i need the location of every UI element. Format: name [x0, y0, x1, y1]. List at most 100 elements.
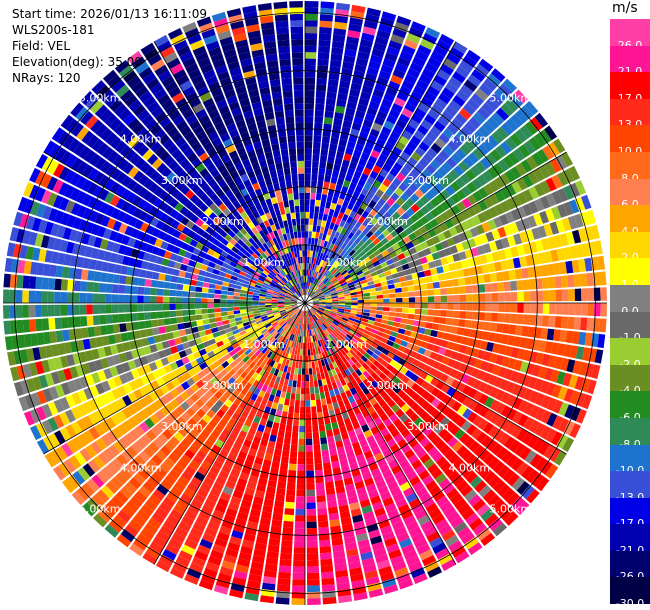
- velocity-gate: [312, 296, 319, 300]
- velocity-gate: [508, 151, 520, 165]
- velocity-gate: [233, 296, 240, 300]
- velocity-gate: [491, 68, 506, 82]
- velocity-gate: [16, 274, 24, 289]
- velocity-gate: [327, 85, 338, 93]
- velocity-gate: [280, 417, 287, 425]
- velocity-gate: [525, 338, 534, 350]
- velocity-gate: [473, 256, 482, 266]
- velocity-gate: [315, 288, 321, 294]
- velocity-gate: [335, 151, 344, 160]
- velocity-gate: [405, 217, 415, 227]
- velocity-gate: [574, 288, 582, 301]
- velocity-gate: [321, 571, 334, 579]
- velocity-gate: [318, 282, 325, 289]
- velocity-gate: [491, 292, 499, 302]
- velocity-gate: [239, 306, 247, 310]
- velocity-gate: [445, 279, 453, 288]
- velocity-gate: [318, 307, 325, 311]
- velocity-gate: [539, 210, 550, 224]
- velocity-gate: [350, 155, 360, 164]
- velocity-gate: [464, 249, 473, 259]
- velocity-gate: [380, 64, 394, 75]
- velocity-gate: [481, 331, 490, 341]
- velocity-gate: [502, 270, 510, 281]
- velocity-gate: [340, 165, 348, 174]
- velocity-gate: [226, 295, 234, 300]
- velocity-gate: [337, 311, 344, 316]
- velocity-gate: [494, 333, 503, 344]
- velocity-gate: [314, 109, 324, 117]
- velocity-gate: [453, 165, 465, 177]
- velocity-gate: [456, 327, 465, 336]
- velocity-gate: [439, 33, 455, 46]
- velocity-gate: [415, 265, 424, 272]
- velocity-gate: [517, 386, 528, 399]
- velocity-gate: [562, 246, 572, 260]
- velocity-gate: [472, 111, 486, 125]
- velocity-gate: [319, 252, 324, 260]
- velocity-gate: [423, 269, 432, 277]
- velocity-gate: [312, 161, 319, 168]
- velocity-gate: [372, 88, 385, 99]
- velocity-gate: [111, 284, 119, 294]
- velocity-gate: [290, 444, 298, 452]
- velocity-gate: [319, 259, 324, 267]
- velocity-gate: [156, 304, 163, 311]
- velocity-gate: [404, 39, 419, 50]
- velocity-gate: [306, 521, 317, 529]
- velocity-gate: [325, 296, 332, 299]
- velocity-gate: [322, 276, 328, 283]
- velocity-gate: [424, 91, 437, 103]
- velocity-gate: [204, 271, 213, 278]
- velocity-gate: [334, 246, 341, 254]
- velocity-gate: [458, 108, 472, 121]
- velocity-gate: [497, 226, 507, 238]
- velocity-gate: [385, 86, 398, 97]
- velocity-gate: [290, 393, 296, 400]
- velocity-gate: [198, 330, 207, 338]
- velocity-gate: [369, 54, 383, 64]
- velocity-gate: [306, 269, 309, 276]
- velocity-gate: [413, 284, 421, 291]
- velocity-gate: [363, 257, 371, 264]
- velocity-gate: [442, 127, 455, 140]
- velocity-gate: [196, 280, 204, 287]
- velocity-gate: [413, 130, 425, 141]
- velocity-gate: [357, 308, 364, 312]
- velocity-gate: [314, 116, 324, 124]
- velocity-gate: [73, 304, 80, 316]
- velocity-gate: [582, 347, 591, 362]
- velocity-gate: [448, 226, 458, 237]
- velocity-gate: [317, 291, 323, 296]
- velocity-gate: [92, 282, 100, 293]
- velocity-gate: [526, 155, 538, 170]
- velocity-gate: [519, 361, 529, 373]
- velocity-gate: [376, 110, 388, 120]
- velocity-gate: [16, 319, 24, 334]
- velocity-gate: [305, 419, 312, 426]
- velocity-gate: [459, 294, 467, 302]
- velocity-gate: [357, 327, 365, 333]
- velocity-gate: [404, 102, 417, 113]
- velocity-gate: [156, 311, 164, 319]
- velocity-gate: [343, 113, 354, 123]
- velocity-gate: [307, 342, 310, 350]
- velocity-gate: [578, 361, 588, 376]
- velocity-gate: [506, 335, 515, 346]
- velocity-gate: [334, 238, 341, 246]
- velocity-gate: [321, 220, 327, 228]
- velocity-gate: [313, 301, 320, 303]
- velocity-gate: [412, 358, 421, 367]
- velocity-gate: [335, 204, 342, 212]
- velocity-gate: [513, 233, 523, 245]
- velocity-gate: [315, 482, 325, 490]
- velocity-gate: [345, 324, 352, 329]
- velocity-gate: [366, 66, 379, 76]
- velocity-gate: [324, 175, 331, 183]
- velocity-gate: [150, 287, 158, 296]
- velocity-gate: [478, 293, 486, 302]
- velocity-gate: [493, 376, 504, 388]
- velocity-gate: [333, 163, 341, 172]
- velocity-gate: [456, 189, 467, 200]
- velocity-gate: [324, 270, 330, 277]
